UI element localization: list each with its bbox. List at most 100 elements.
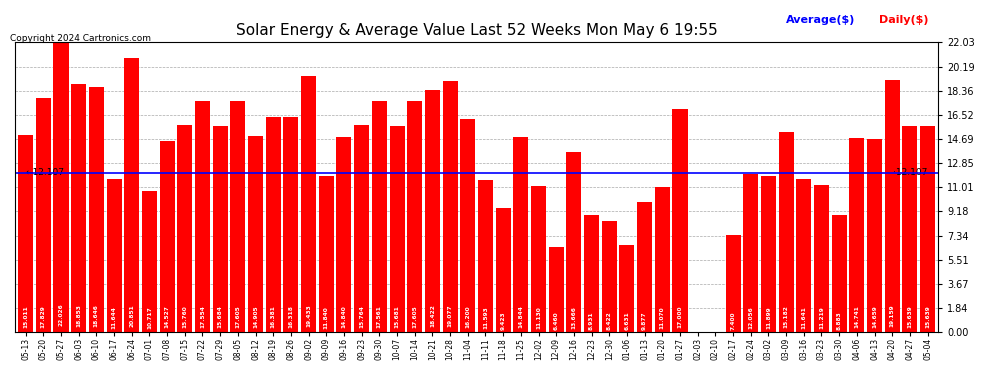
Text: 11.070: 11.070 — [659, 307, 665, 329]
Bar — [89, 87, 104, 332]
Text: Copyright 2024 Cartronics.com: Copyright 2024 Cartronics.com — [10, 34, 150, 43]
Text: 16.318: 16.318 — [288, 305, 293, 328]
Text: 15.764: 15.764 — [359, 305, 364, 328]
Text: 11.899: 11.899 — [766, 306, 771, 329]
Text: 11.130: 11.130 — [536, 306, 541, 329]
Text: 19.077: 19.077 — [447, 304, 452, 327]
Text: 13.666: 13.666 — [571, 306, 576, 328]
Bar — [248, 136, 263, 332]
Text: 11.641: 11.641 — [801, 306, 806, 329]
Text: 14.840: 14.840 — [342, 306, 346, 328]
Text: 14.905: 14.905 — [253, 306, 258, 328]
Bar — [638, 202, 652, 332]
Text: 15.760: 15.760 — [182, 305, 187, 328]
Bar — [18, 135, 33, 332]
Text: 14.741: 14.741 — [854, 306, 859, 328]
Text: 15.182: 15.182 — [784, 305, 789, 328]
Bar — [531, 186, 546, 332]
Text: 16.381: 16.381 — [270, 305, 276, 328]
Bar — [761, 176, 776, 332]
Text: 10.717: 10.717 — [147, 307, 151, 329]
Text: 17.554: 17.554 — [200, 305, 205, 328]
Text: 9.877: 9.877 — [643, 311, 647, 330]
Bar — [743, 174, 758, 332]
Text: 20.851: 20.851 — [130, 304, 135, 327]
Bar — [177, 125, 192, 332]
Bar — [796, 179, 812, 332]
Bar — [107, 179, 122, 332]
Bar — [496, 208, 511, 332]
Bar — [513, 137, 529, 332]
Text: ←12.107: ←12.107 — [26, 168, 64, 177]
Bar — [443, 81, 457, 332]
Text: 11.644: 11.644 — [112, 306, 117, 329]
Bar — [602, 221, 617, 332]
Bar — [337, 137, 351, 332]
Text: 12.056: 12.056 — [748, 306, 753, 329]
Text: 19.433: 19.433 — [306, 304, 311, 327]
Bar — [778, 132, 794, 332]
Text: 7.400: 7.400 — [731, 312, 736, 330]
Bar — [372, 101, 387, 332]
Bar — [407, 100, 422, 332]
Bar — [389, 126, 405, 332]
Bar — [849, 138, 864, 332]
Bar — [867, 139, 882, 332]
Bar — [672, 108, 687, 332]
Text: 17.561: 17.561 — [377, 305, 382, 328]
Bar — [283, 117, 298, 332]
Bar — [195, 101, 210, 332]
Bar — [885, 80, 900, 332]
Text: 11.219: 11.219 — [819, 306, 824, 329]
Bar — [832, 215, 846, 332]
Bar — [620, 245, 635, 332]
Bar — [460, 119, 475, 332]
Bar — [301, 76, 316, 332]
Bar — [548, 247, 563, 332]
Text: 19.159: 19.159 — [890, 304, 895, 327]
Text: 14.659: 14.659 — [872, 306, 877, 328]
Text: 22.026: 22.026 — [58, 304, 63, 326]
Bar — [53, 42, 68, 332]
Text: 15.639: 15.639 — [925, 305, 931, 328]
Text: 8.422: 8.422 — [607, 311, 612, 330]
Bar — [231, 100, 246, 332]
Bar — [478, 180, 493, 332]
Text: 15.684: 15.684 — [218, 305, 223, 328]
Text: 18.422: 18.422 — [430, 304, 435, 327]
Bar — [71, 84, 86, 332]
Bar — [124, 58, 140, 332]
Text: Daily($): Daily($) — [879, 15, 929, 25]
Text: 16.200: 16.200 — [465, 305, 470, 328]
Text: 14.844: 14.844 — [519, 305, 524, 328]
Text: 6.631: 6.631 — [625, 312, 630, 330]
Bar — [36, 98, 50, 332]
Bar — [920, 126, 936, 332]
Text: 8.931: 8.931 — [589, 311, 594, 330]
Text: 17.605: 17.605 — [412, 305, 417, 327]
Text: 11.840: 11.840 — [324, 306, 329, 329]
Bar — [654, 186, 670, 332]
Bar — [903, 126, 918, 332]
Bar — [425, 90, 440, 332]
Text: ·12.107: ·12.107 — [893, 168, 928, 177]
Bar — [319, 176, 334, 332]
Bar — [142, 191, 157, 332]
Text: 17.000: 17.000 — [677, 305, 682, 328]
Bar — [726, 235, 741, 332]
Bar — [584, 214, 599, 332]
Text: 6.460: 6.460 — [553, 312, 558, 330]
Bar — [265, 117, 281, 332]
Bar — [213, 126, 228, 332]
Title: Solar Energy & Average Value Last 52 Weeks Mon May 6 19:55: Solar Energy & Average Value Last 52 Wee… — [236, 23, 718, 38]
Text: 18.853: 18.853 — [76, 304, 81, 327]
Text: 9.423: 9.423 — [501, 311, 506, 330]
Text: 18.646: 18.646 — [94, 304, 99, 327]
Text: 8.883: 8.883 — [837, 311, 842, 330]
Text: 17.605: 17.605 — [236, 305, 241, 327]
Text: 15.639: 15.639 — [908, 305, 913, 328]
Text: 11.593: 11.593 — [483, 306, 488, 329]
Text: 15.011: 15.011 — [23, 306, 28, 328]
Text: 14.527: 14.527 — [164, 306, 169, 328]
Text: Average($): Average($) — [786, 15, 855, 25]
